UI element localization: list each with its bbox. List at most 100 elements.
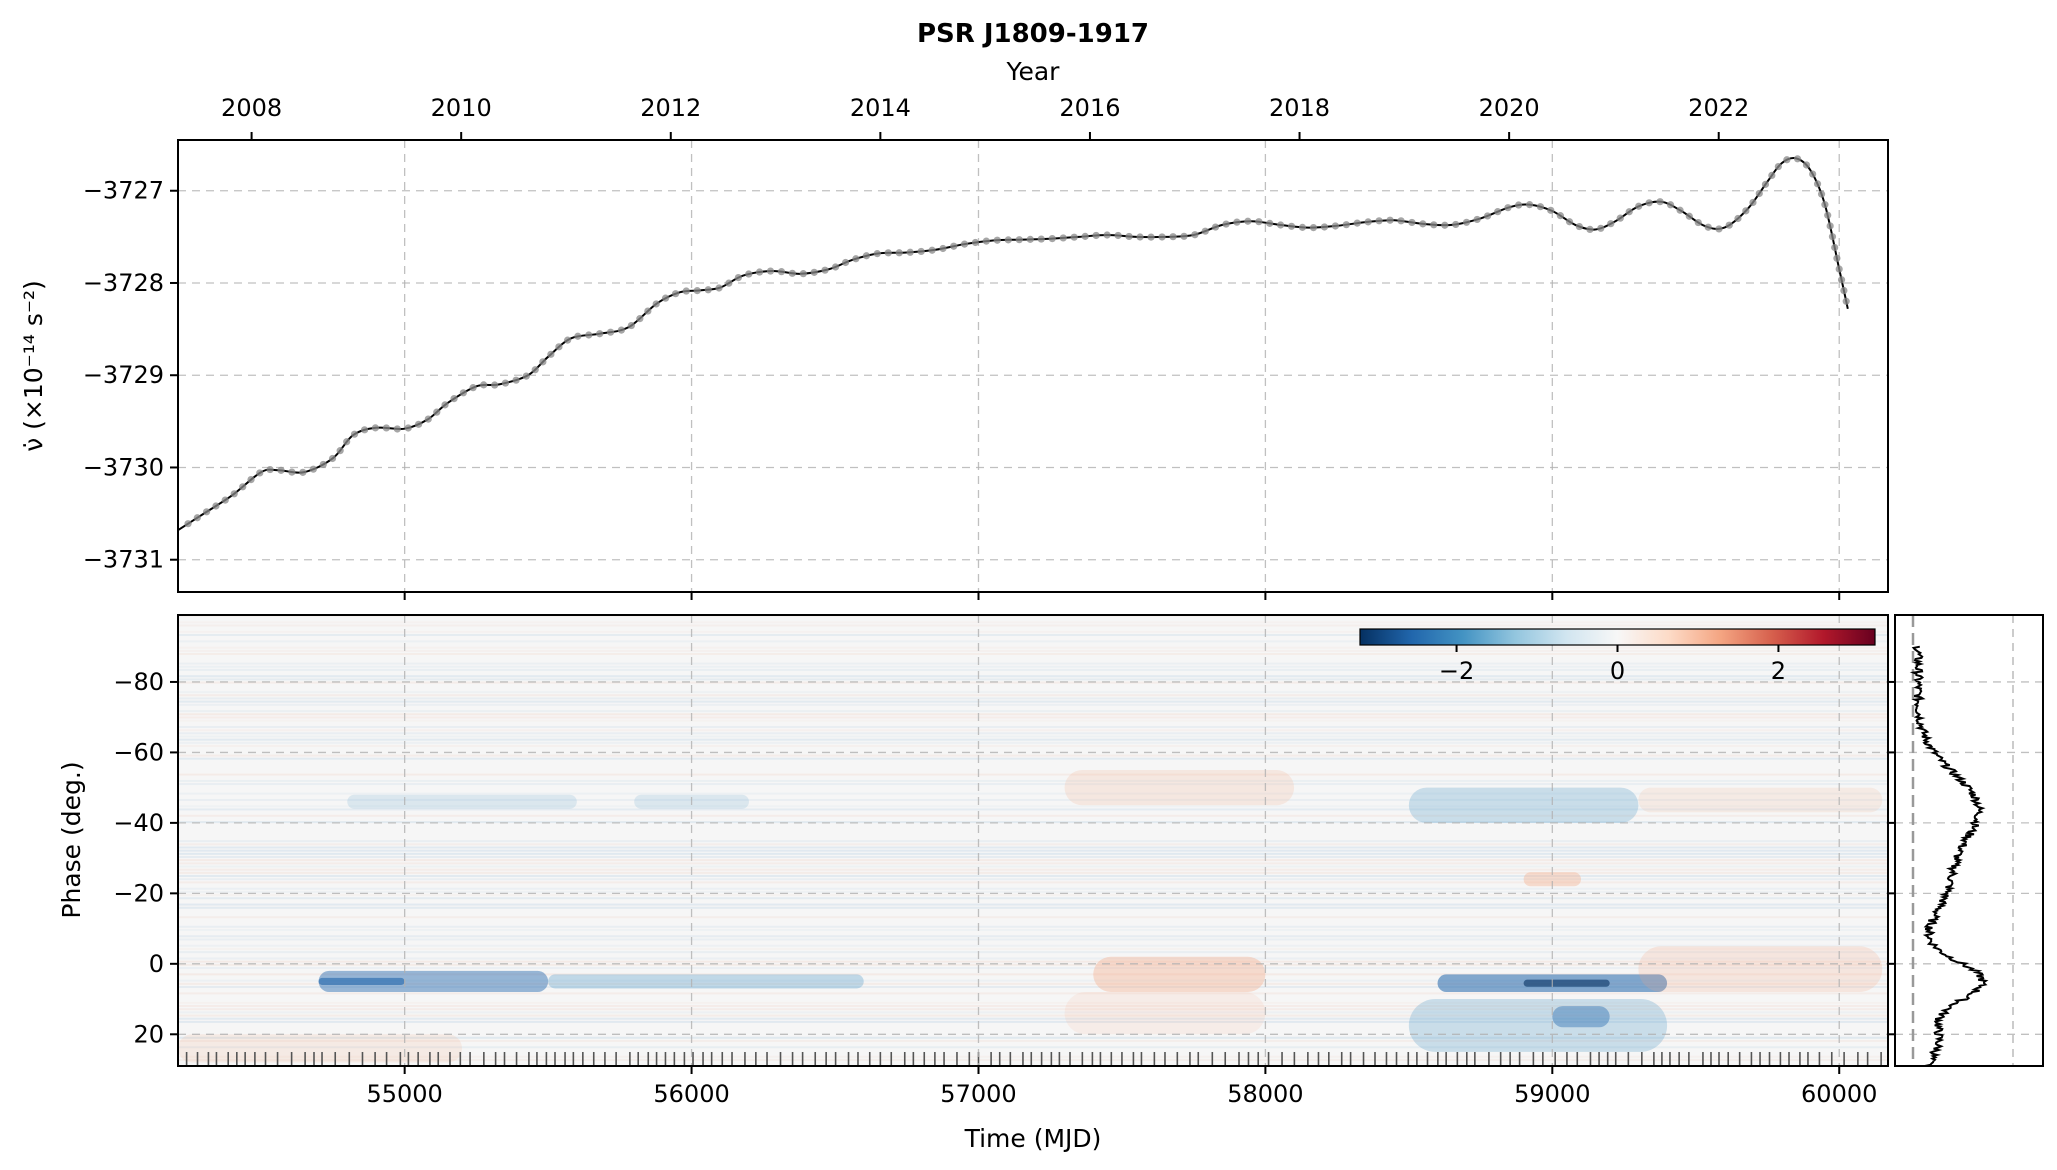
data-marker: [755, 268, 764, 276]
data-marker: [1103, 231, 1111, 239]
heatmap-band: [178, 719, 1888, 722]
top-grid: [178, 140, 1888, 592]
heatmap-y-tick-label: −80: [113, 668, 164, 696]
heatmap-band: [178, 798, 1888, 801]
data-marker: [1833, 254, 1841, 262]
data-marker: [247, 475, 255, 484]
data-marker: [1597, 224, 1605, 232]
heatmap-frame: [177, 614, 1889, 1067]
top-y-tick-label: −3728: [83, 269, 164, 297]
data-marker: [1821, 201, 1829, 209]
heatmap-x-tick-label: 59000: [1514, 1080, 1590, 1108]
data-marker: [1125, 232, 1133, 241]
heatmap-band: [178, 649, 1888, 652]
side-profile-line: [1909, 645, 1989, 1066]
heatmap-band: [178, 805, 1888, 808]
heatmap-band: [178, 890, 1888, 893]
heatmap-band: [178, 1001, 1888, 1004]
heatmap-band: [178, 662, 1888, 665]
data-marker: [777, 268, 786, 276]
heatmap-band: [178, 1017, 1888, 1020]
heatmap-band: [178, 840, 1888, 843]
heatmap-y-tick-label: −60: [113, 738, 164, 766]
data-marker: [1685, 212, 1693, 220]
data-marker: [1158, 233, 1166, 241]
heatmap-band: [178, 852, 1888, 855]
data-marker: [309, 465, 317, 473]
data-marker: [212, 502, 220, 510]
data-marker: [1694, 218, 1702, 227]
heatmap-band: [178, 725, 1888, 728]
data-marker: [1211, 223, 1220, 231]
heatmap-band: [178, 986, 1888, 989]
data-marker: [1704, 223, 1712, 231]
heatmap-band: [178, 979, 1888, 982]
heatmap-grid: [178, 615, 1888, 1066]
data-marker: [606, 328, 615, 336]
heatmap-band: [178, 821, 1888, 824]
heatmap-band: [178, 1055, 1888, 1058]
data-marker: [960, 240, 969, 248]
data-marker: [193, 514, 201, 522]
heatmap-feature: [1523, 872, 1582, 887]
data-marker: [1768, 171, 1776, 180]
data-marker: [1364, 218, 1372, 226]
heatmap-band: [178, 960, 1888, 963]
observation-rug: [185, 1052, 1882, 1066]
data-marker: [1802, 161, 1811, 169]
data-marker: [788, 269, 796, 277]
data-marker: [266, 465, 274, 474]
data-marker: [810, 268, 818, 276]
heatmap-band: [178, 1046, 1888, 1049]
year-tick-label: 2022: [1688, 94, 1749, 122]
data-marker: [715, 284, 723, 292]
data-marker: [1547, 206, 1555, 214]
data-marker: [585, 331, 593, 339]
data-marker: [360, 426, 369, 434]
heatmap-band: [178, 951, 1888, 954]
data-marker: [414, 420, 423, 428]
heatmap-band: [178, 865, 1888, 868]
data-marker: [1070, 233, 1078, 241]
heatmap-band: [178, 792, 1888, 795]
data-marker: [1452, 220, 1460, 229]
heatmap-band: [178, 906, 1888, 909]
heatmap-band: [178, 783, 1888, 786]
heatmap-band: [178, 903, 1888, 906]
data-marker: [1037, 235, 1045, 243]
data-marker: [661, 294, 670, 302]
heatmap-feature: [1552, 1006, 1610, 1028]
data-marker: [693, 287, 701, 295]
heatmap-band: [178, 856, 1888, 859]
data-marker: [636, 315, 644, 323]
colorbar-tick-label: −2: [1439, 657, 1474, 685]
heatmap-y-tick-label: −40: [113, 809, 164, 837]
data-marker: [971, 238, 980, 247]
data-marker: [950, 242, 958, 250]
heatmap-x-ticks: 55000 56000 57000 58000 59000 60000: [366, 1066, 1877, 1108]
heatmap-band: [178, 773, 1888, 776]
heatmap-band: [178, 624, 1888, 627]
data-marker: [766, 267, 775, 275]
heatmap-band: [178, 846, 1888, 849]
data-marker: [745, 270, 753, 278]
top-y-tick-label: −3730: [83, 453, 164, 481]
data-marker: [1504, 204, 1512, 212]
data-marker: [539, 358, 547, 366]
data-marker: [1586, 225, 1594, 234]
data-marker: [1059, 234, 1067, 242]
heatmap-band: [178, 862, 1888, 865]
heatmap-band: [178, 754, 1888, 757]
heatmap-band: [178, 881, 1888, 884]
data-marker: [682, 287, 690, 295]
data-marker: [1331, 222, 1340, 230]
heatmap-band: [178, 697, 1888, 700]
data-marker: [1625, 208, 1633, 216]
heatmap-band: [178, 947, 1888, 950]
data-marker: [1136, 233, 1144, 241]
data-marker: [512, 376, 520, 384]
spin-down-line: [178, 157, 1849, 532]
heatmap-band: [178, 732, 1888, 735]
data-marker: [239, 483, 247, 491]
heatmap-y-tick-label: 0: [149, 950, 164, 978]
